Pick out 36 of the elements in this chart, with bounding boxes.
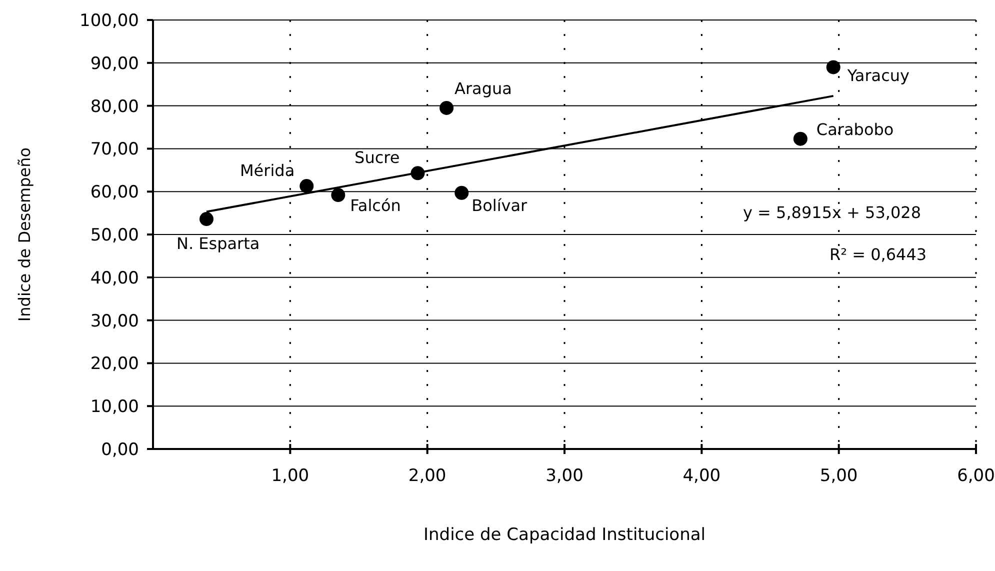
annotation: Yaracuy <box>846 66 910 86</box>
y-tick-label: 40,00 <box>90 268 139 288</box>
point <box>440 100 454 115</box>
y-tick-label: 0,00 <box>101 440 139 460</box>
annotation: R² = 0,6443 <box>829 245 927 264</box>
x-tick-label: 3,00 <box>546 466 584 486</box>
point <box>454 186 469 200</box>
annotation: Aragua <box>454 78 512 98</box>
x-tick-label: 5,00 <box>820 466 858 486</box>
x-tick-label: 4,00 <box>682 466 721 486</box>
x-tick-label: 2,00 <box>408 466 446 486</box>
y-tick-label: 100,00 <box>80 10 139 31</box>
y-tick-label: 80,00 <box>90 96 139 117</box>
annotation: Mérida <box>240 161 295 180</box>
y-tick-label: 30,00 <box>90 311 139 332</box>
point <box>826 60 840 74</box>
y-tick-label: 50,00 <box>90 225 139 246</box>
point <box>331 188 346 202</box>
annotation: Carabobo <box>816 120 894 139</box>
y-tick-label: 90,00 <box>90 54 139 74</box>
annotation: Bolívar <box>472 196 528 215</box>
x-tick-label: 1,00 <box>271 466 310 486</box>
point <box>199 212 214 226</box>
x-tick-label: 6,00 <box>957 466 995 486</box>
y-axis-title: Indice de Desempeño <box>15 147 34 322</box>
y-tick-label: 10,00 <box>90 397 139 418</box>
point <box>300 179 314 194</box>
y-tick-label: 70,00 <box>90 140 139 160</box>
annotation: Sucre <box>354 148 400 168</box>
annotation: y = 5,8915x + 53,028 <box>742 203 922 222</box>
x-axis-title: Indice de Capacidad Institucional <box>424 525 706 545</box>
y-tick-label: 60,00 <box>90 182 139 203</box>
annotation: Falcón <box>350 196 401 216</box>
point <box>793 132 808 146</box>
y-tick-label: 20,00 <box>90 354 139 374</box>
annotation: N. Esparta <box>176 234 260 254</box>
